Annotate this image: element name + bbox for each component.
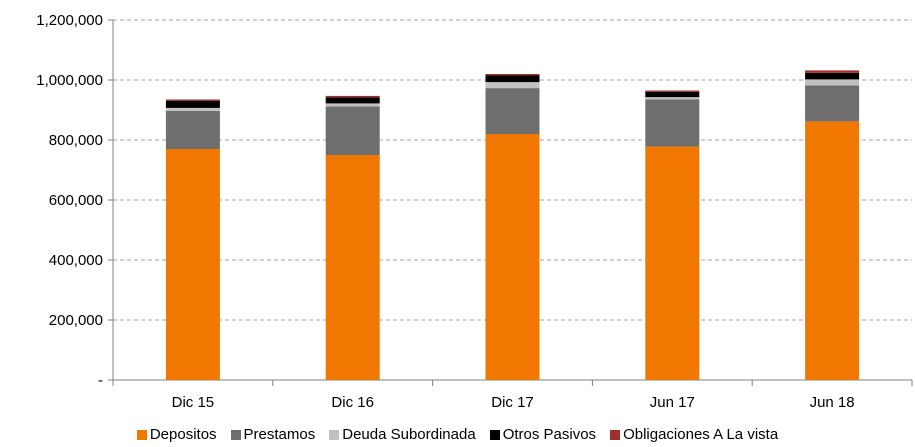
bar-otros-pasivos	[325, 97, 380, 104]
bar-otros-pasivos	[165, 101, 220, 108]
x-tick-label: Jun 17	[650, 394, 695, 411]
legend-label: Otros Pasivos	[502, 426, 597, 443]
y-tick-label: -	[98, 372, 103, 389]
bar-otros-pasivos	[805, 72, 860, 80]
bar-obligaciones-a-la-vista	[325, 95, 380, 98]
legend-swatch	[610, 429, 621, 440]
bar-deuda-subordinada	[805, 79, 860, 86]
legend-item: Deuda Subordinada	[329, 426, 476, 443]
bar-prestamos	[805, 85, 860, 122]
bar-depositos	[165, 149, 220, 380]
x-tick-label: Dic 17	[491, 394, 534, 411]
y-tick-label: 1,000,000	[36, 72, 103, 89]
y-tick-label: 600,000	[49, 192, 103, 209]
legend-label: Depositos	[149, 426, 217, 443]
legend: Depositos Prestamos Deuda Subordinada Otros…	[0, 426, 915, 443]
y-tick-label: 800,000	[49, 132, 103, 149]
bar-depositos	[485, 134, 540, 380]
bar-prestamos	[645, 99, 700, 147]
legend-item: Otros Pasivos	[489, 426, 597, 443]
y-tick-label: 400,000	[49, 252, 103, 269]
legend-swatch	[329, 429, 340, 440]
legend-label: Prestamos	[243, 426, 316, 443]
bar-depositos	[325, 155, 380, 380]
bar-deuda-subordinada	[485, 82, 540, 89]
bar-depositos	[805, 121, 860, 381]
bar-otros-pasivos	[645, 91, 700, 98]
chart-plot: - 200,000 400,000 600,000 800,000 1,000,000 1,…	[36, 12, 913, 411]
y-tick-label: 200,000	[49, 312, 103, 329]
bar-obligaciones-a-la-vista	[805, 70, 860, 73]
bar-deuda-subordinada	[645, 97, 700, 100]
legend-item: Prestamos	[230, 426, 316, 443]
legend-label: Deuda Subordinada	[342, 426, 476, 443]
y-tick-label: 1,200,000	[36, 12, 103, 29]
bar-prestamos	[325, 106, 380, 155]
legend-label: Obligaciones A La vista	[623, 426, 779, 443]
legend-item: Depositos	[136, 426, 217, 443]
x-tick-label: Dic 16	[331, 394, 374, 411]
bar-prestamos	[485, 88, 540, 134]
bar-obligaciones-a-la-vista	[165, 99, 220, 101]
x-tick-label: Jun 18	[810, 394, 855, 411]
bar-deuda-subordinada	[325, 103, 380, 107]
legend-swatch	[136, 429, 147, 440]
x-tick-label: Dic 15	[172, 394, 215, 411]
bar-deuda-subordinada	[165, 107, 220, 111]
bar-obligaciones-a-la-vista	[485, 74, 540, 76]
legend-swatch	[230, 429, 241, 440]
bar-prestamos	[165, 110, 220, 149]
bar-otros-pasivos	[485, 75, 540, 83]
bar-depositos	[645, 146, 700, 380]
bar-obligaciones-a-la-vista	[645, 90, 700, 92]
legend-swatch	[489, 429, 500, 440]
legend-item: Obligaciones A La vista	[610, 426, 778, 443]
